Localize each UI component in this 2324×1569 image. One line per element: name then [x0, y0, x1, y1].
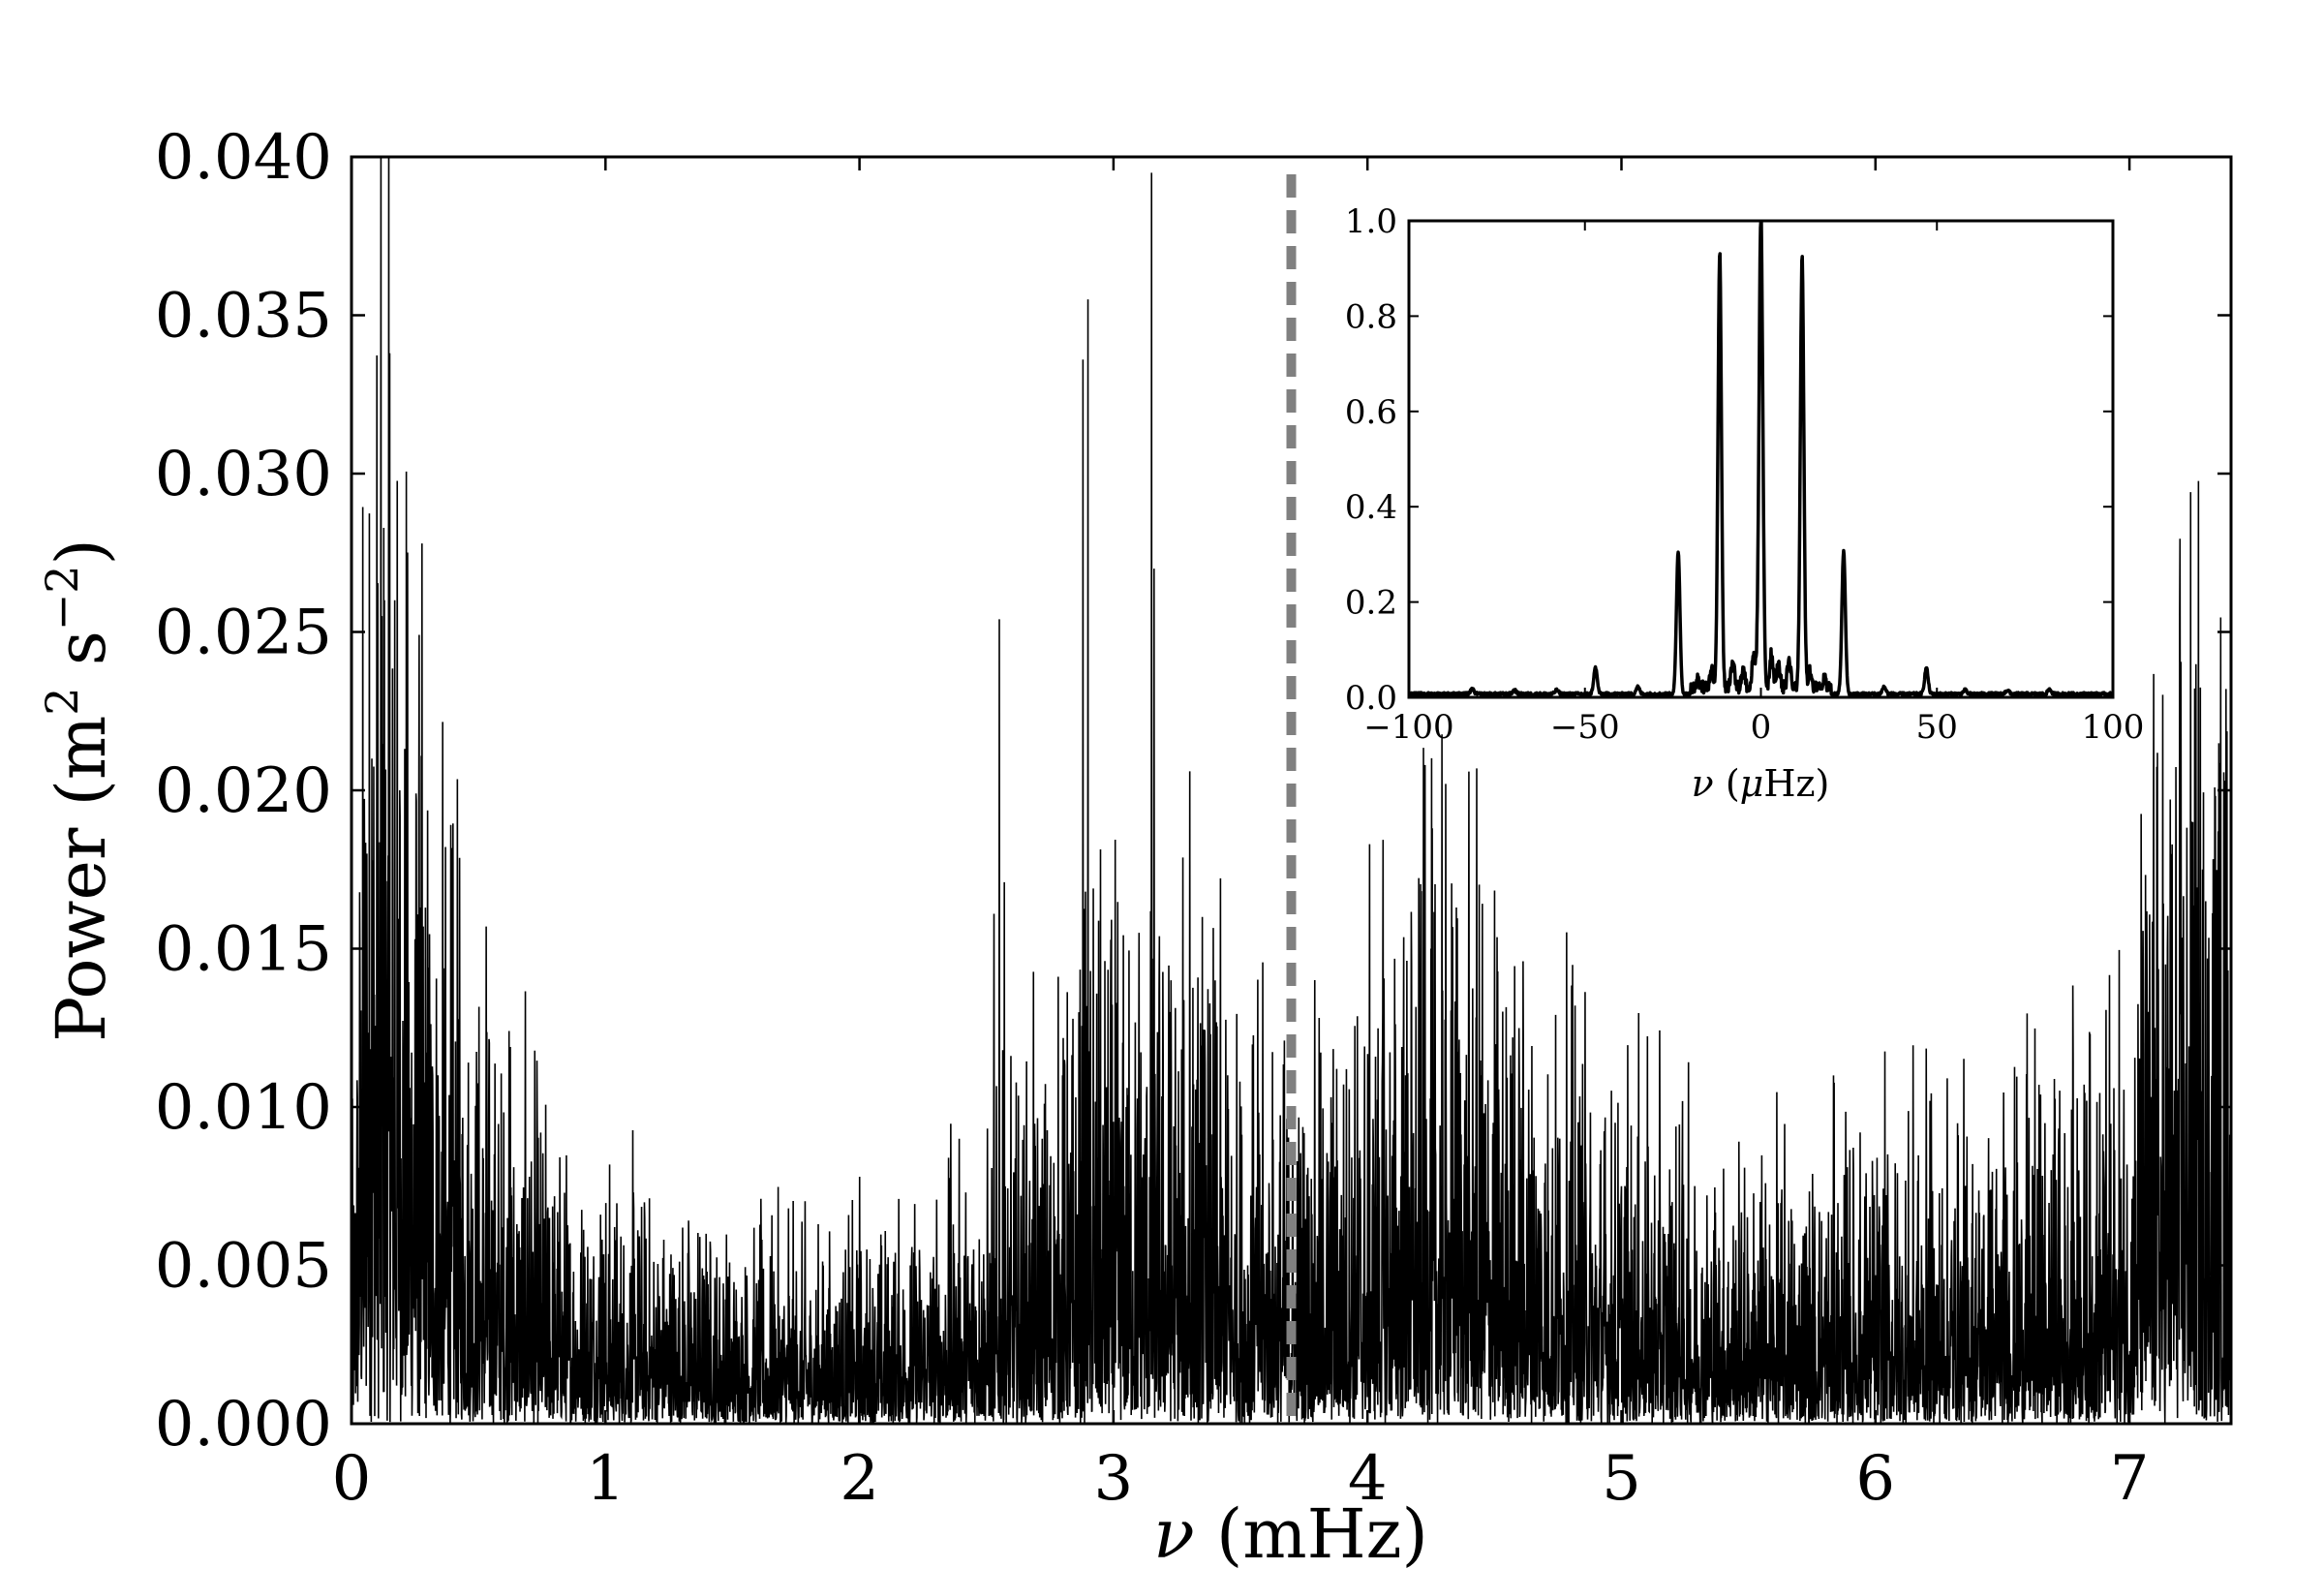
y-tick-label: 0.010: [155, 1072, 332, 1144]
inset-x-tick-label: −50: [1550, 708, 1620, 747]
x-tick-label: 3: [1094, 1443, 1134, 1515]
inset-x-axis-label: ν (μHz): [1692, 762, 1830, 805]
y-tick-label: 0.015: [155, 914, 332, 986]
inset-x-tick-label: −100: [1363, 708, 1453, 747]
inset-line: [1409, 221, 2113, 697]
inset-y-tick-label: 1.0: [1345, 202, 1397, 241]
inset-x-tick-label: 50: [1916, 708, 1958, 747]
inset-x-tick-labels: −100 −50 0 50 100: [1363, 708, 2144, 747]
x-tick-label: 6: [1855, 1443, 1895, 1515]
x-tick-label: 5: [1602, 1443, 1641, 1515]
y-axis-label: Power (m2 s−2): [36, 538, 121, 1042]
y-tick-label: 0.005: [155, 1231, 332, 1303]
y-tick-label: 0.020: [155, 755, 332, 827]
inset-y-tick-label: 0.6: [1345, 393, 1397, 432]
inset-y-tick-label: 0.8: [1345, 297, 1397, 336]
inset-x-tick-label: 0: [1751, 708, 1772, 747]
inset-y-tick-label: 0.0: [1345, 679, 1397, 718]
main-x-tick-labels: 0 1 2 3 4 5 6 7: [332, 1443, 2150, 1515]
inset-y-tick-labels: 0.0 0.2 0.4 0.6 0.8 1.0: [1345, 202, 1397, 718]
inset-x-tick-label: 100: [2082, 708, 2145, 747]
y-tick-label: 0.035: [155, 281, 332, 353]
inset-y-tick-label: 0.4: [1345, 488, 1397, 527]
main-y-tick-labels: 0.000 0.005 0.010 0.015 0.020 0.025 0.030 0.035…: [155, 122, 332, 1461]
spectrum-series: [352, 157, 2231, 1424]
x-tick-label: 1: [586, 1443, 626, 1515]
inset-plot: −100 −50 0 50 100 0.0 0.2 0.4 0.6 0.8 1.0 ν (μHz): [1345, 202, 2145, 805]
x-tick-label: 7: [2110, 1443, 2150, 1515]
y-tick-label: 0.030: [155, 439, 332, 510]
x-tick-label: 4: [1348, 1443, 1388, 1515]
y-tick-label: 0.040: [155, 122, 332, 194]
inset-plot-frame: [1407, 219, 2115, 699]
x-axis-label: ν (mHz): [1153, 1494, 1428, 1569]
main-plot-frame: [350, 155, 2233, 1426]
inset-tick-marks: [1408, 220, 2114, 698]
x-tick-label: 2: [840, 1443, 879, 1515]
spectrum-line: [352, 157, 2231, 1424]
inset-y-tick-label: 0.2: [1345, 584, 1397, 623]
x-tick-label: 0: [332, 1443, 372, 1515]
y-tick-label: 0.000: [155, 1389, 332, 1461]
y-tick-label: 0.025: [155, 598, 332, 669]
inset-window-function-series: [1409, 221, 2113, 697]
